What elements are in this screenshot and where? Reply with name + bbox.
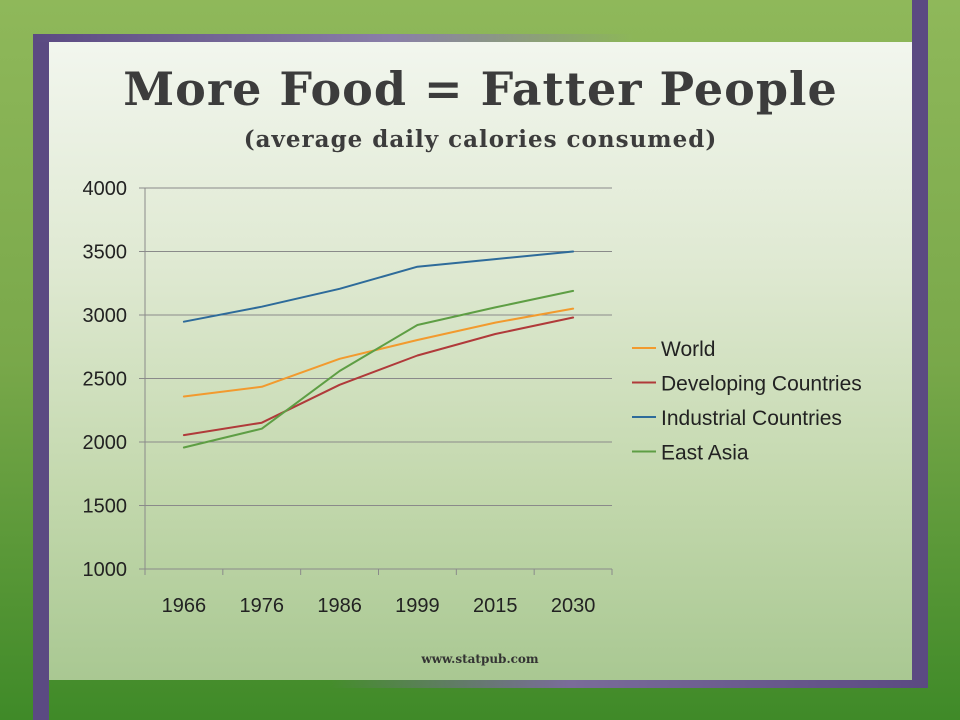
frame-right-bar [912, 0, 928, 688]
legend-label: World [661, 338, 715, 361]
y-tick-label: 1000 [83, 559, 128, 581]
chart-grid [145, 187, 612, 506]
series-line-industrial-countries [182, 250, 575, 323]
page-subtitle: (average daily calories consumed) [243, 126, 718, 153]
chart-series [182, 250, 575, 449]
x-tick-label: 2030 [551, 595, 596, 617]
series-line-developing-countries [182, 316, 575, 437]
x-tick-label: 1966 [162, 595, 207, 617]
frame-bottom-bar [330, 680, 928, 688]
y-tick-label: 2000 [83, 432, 128, 454]
x-axis-ticks: 1966 1976 1986 1999 2015 2030 [144, 569, 613, 617]
line-chart: 1000 1500 2000 2500 3000 3500 4000 1966 1976 198… [83, 178, 862, 617]
page-title: More Food = Fatter People [123, 62, 838, 116]
x-tick-label: 1976 [240, 595, 285, 617]
series-line-east-asia [182, 289, 575, 449]
x-tick-label: 2015 [473, 595, 518, 617]
legend-label: Industrial Countries [661, 407, 842, 430]
y-tick-label: 2500 [83, 369, 128, 391]
frame-top-bar [33, 34, 633, 42]
legend-label: East Asia [661, 442, 749, 465]
legend-label: Developing Countries [661, 373, 862, 396]
x-tick-label: 1986 [317, 595, 362, 617]
x-tick-label: 1999 [395, 595, 440, 617]
y-tick-label: 3500 [83, 242, 128, 264]
y-tick-label: 1500 [83, 496, 128, 518]
series-line-world [182, 307, 575, 398]
y-tick-label: 3000 [83, 305, 128, 327]
chart-legend: World Developing Countries Industrial Coun… [632, 338, 862, 465]
content-panel [49, 42, 912, 680]
source-footer: www.statpub.com [421, 652, 539, 666]
y-axis-ticks: 1000 1500 2000 2500 3000 3500 4000 [83, 178, 145, 581]
frame-left-bar [33, 34, 49, 720]
y-tick-label: 4000 [83, 178, 128, 200]
